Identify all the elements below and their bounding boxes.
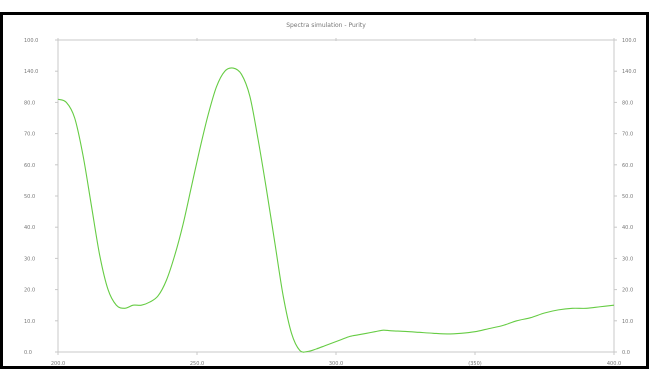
chart-title: Spectra simulation - Purity (286, 22, 366, 29)
y-tick-label-right: 50.0 (622, 194, 633, 200)
y-tick-label-left: 50.0 (24, 194, 35, 200)
ticks: 0.0 0.0 10.0 10.0 20.0 20.0 30.0 30.0 40.0 40.0 50… (24, 38, 636, 367)
x-tick-label: 200.0 (51, 361, 65, 367)
y-tick-label-left: 140.0 (24, 69, 38, 75)
series-layer (57, 67, 615, 353)
y-tick-label-right: 100.0 (622, 38, 636, 44)
y-tick-label-right: 60.0 (622, 163, 633, 169)
y-tick-label-left: 100.0 (24, 38, 38, 44)
y-tick-label-right: 40.0 (622, 225, 633, 231)
x-tick-label: 300.0 (329, 361, 343, 367)
y-tick-label-left: 70.0 (24, 132, 35, 138)
y-tick-label-right: 80.0 (622, 100, 633, 106)
y-tick-label-right: 70.0 (622, 132, 633, 138)
y-tick-label-right: 0.0 (622, 350, 630, 356)
series-line-0 (57, 67, 615, 353)
y-tick-label-left: 40.0 (24, 225, 35, 231)
y-tick-label-right: 140.0 (622, 69, 636, 75)
x-tick-label: 400.0 (607, 361, 621, 367)
y-tick-label-left: 0.0 (24, 350, 32, 356)
y-tick-label-left: 80.0 (24, 100, 35, 106)
chart-frame (0, 12, 649, 369)
y-tick-label-left: 30.0 (24, 256, 35, 262)
y-tick-label-right: 10.0 (622, 319, 633, 325)
y-tick-label-left: 20.0 (24, 288, 35, 294)
x-tick-label: (350) (468, 361, 481, 367)
y-tick-label-left: 10.0 (24, 319, 35, 325)
x-tick-label: 250.0 (190, 361, 204, 367)
y-tick-label-right: 20.0 (622, 288, 633, 294)
y-tick-label-right: 30.0 (622, 256, 633, 262)
y-tick-label-left: 60.0 (24, 163, 35, 169)
